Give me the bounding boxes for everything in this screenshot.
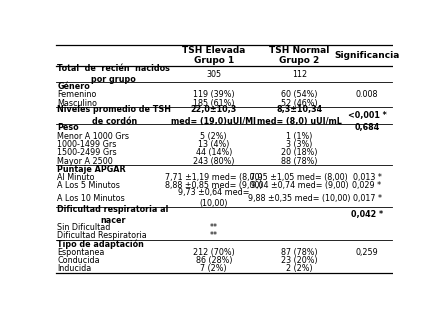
Text: 20 (18%): 20 (18%) <box>281 148 318 157</box>
Text: 9,73 ±0,64 med=
(10,00): 9,73 ±0,64 med= (10,00) <box>178 188 250 208</box>
Text: Femenino: Femenino <box>57 90 97 99</box>
Text: Dificultad respiratoria al
nacer: Dificultad respiratoria al nacer <box>57 205 169 225</box>
Text: Peso: Peso <box>57 124 79 132</box>
Text: A Los 5 Minutos: A Los 5 Minutos <box>57 181 120 190</box>
Text: 1500-2499 Grs: 1500-2499 Grs <box>57 148 117 157</box>
Text: 119 (39%): 119 (39%) <box>193 90 235 99</box>
Text: 3 (3%): 3 (3%) <box>286 140 312 149</box>
Text: Al Minuto: Al Minuto <box>57 173 95 182</box>
Text: Puntaje APGAR: Puntaje APGAR <box>57 165 126 174</box>
Text: 1000-1499 Grs: 1000-1499 Grs <box>57 140 117 149</box>
Text: Sin Dificultad: Sin Dificultad <box>57 223 111 232</box>
Text: 5 (2%): 5 (2%) <box>201 132 227 141</box>
Text: 1 (1%): 1 (1%) <box>286 132 312 141</box>
Text: 88 (78%): 88 (78%) <box>281 156 318 166</box>
Text: Niveles promedio de TSH
de cordón: Niveles promedio de TSH de cordón <box>57 106 171 125</box>
Text: 112: 112 <box>292 70 307 79</box>
Text: 243 (80%): 243 (80%) <box>193 156 235 166</box>
Text: Masculino: Masculino <box>57 99 97 108</box>
Text: Mayor A 2500: Mayor A 2500 <box>57 156 113 166</box>
Text: Dificultad Respiratoria: Dificultad Respiratoria <box>57 231 147 240</box>
Text: **: ** <box>210 231 218 240</box>
Text: 60 (54%): 60 (54%) <box>281 90 318 99</box>
Text: 9,04 ±0,74 med= (9,00): 9,04 ±0,74 med= (9,00) <box>250 181 348 190</box>
Text: 8,3±10,34
med= (8,0) uUI/mL: 8,3±10,34 med= (8,0) uUI/mL <box>257 106 342 125</box>
Text: 52 (46%): 52 (46%) <box>281 99 318 108</box>
Text: Conducida: Conducida <box>57 256 100 265</box>
Text: 305: 305 <box>206 70 222 79</box>
Text: 2 (2%): 2 (2%) <box>286 264 312 273</box>
Text: 0,013 *: 0,013 * <box>353 173 382 182</box>
Text: <0,001 *: <0,001 * <box>348 111 386 120</box>
Text: 7,95 ±1,05 med= (8,00): 7,95 ±1,05 med= (8,00) <box>250 173 348 182</box>
Text: 7,71 ±1,19 med= (8,00): 7,71 ±1,19 med= (8,00) <box>165 173 263 182</box>
Text: 0,684: 0,684 <box>354 124 380 132</box>
Text: 23 (20%): 23 (20%) <box>281 256 318 265</box>
Text: 8,88 ±0,85 med= (9,00): 8,88 ±0,85 med= (9,00) <box>165 181 263 190</box>
Text: TSH Elevada
Grupo 1: TSH Elevada Grupo 1 <box>182 46 246 65</box>
Text: 0,029 *: 0,029 * <box>353 181 382 190</box>
Text: Menor A 1000 Grs: Menor A 1000 Grs <box>57 132 129 141</box>
Text: 22,0±10,3
med= (19,0)uUI/Ml: 22,0±10,3 med= (19,0)uUI/Ml <box>171 106 256 125</box>
Text: TSH Normal
Grupo 2: TSH Normal Grupo 2 <box>269 46 329 65</box>
Text: Género: Género <box>57 82 90 91</box>
Text: Significancia: Significancia <box>334 51 400 60</box>
Text: 86 (28%): 86 (28%) <box>195 256 232 265</box>
Text: 44 (14%): 44 (14%) <box>196 148 232 157</box>
Text: Tipo de adaptación: Tipo de adaptación <box>57 239 144 248</box>
Text: 185 (61%): 185 (61%) <box>193 99 235 108</box>
Text: Inducida: Inducida <box>57 264 92 273</box>
Text: A Los 10 Minutos: A Los 10 Minutos <box>57 194 125 203</box>
Text: 0,017 *: 0,017 * <box>353 194 382 203</box>
Text: 9,88 ±0,35 med= (10,00): 9,88 ±0,35 med= (10,00) <box>248 194 350 203</box>
Text: 7 (2%): 7 (2%) <box>201 264 227 273</box>
Text: Total  de  recién  nacidos
por grupo: Total de recién nacidos por grupo <box>57 64 170 84</box>
Text: 0,042 *: 0,042 * <box>351 210 383 219</box>
Text: 0,259: 0,259 <box>356 247 378 257</box>
Text: 87 (78%): 87 (78%) <box>281 247 318 257</box>
Text: **: ** <box>210 223 218 232</box>
Text: 212 (70%): 212 (70%) <box>193 247 235 257</box>
Text: 13 (4%): 13 (4%) <box>198 140 229 149</box>
Text: 0.008: 0.008 <box>356 90 378 99</box>
Text: Espontanea: Espontanea <box>57 247 105 257</box>
